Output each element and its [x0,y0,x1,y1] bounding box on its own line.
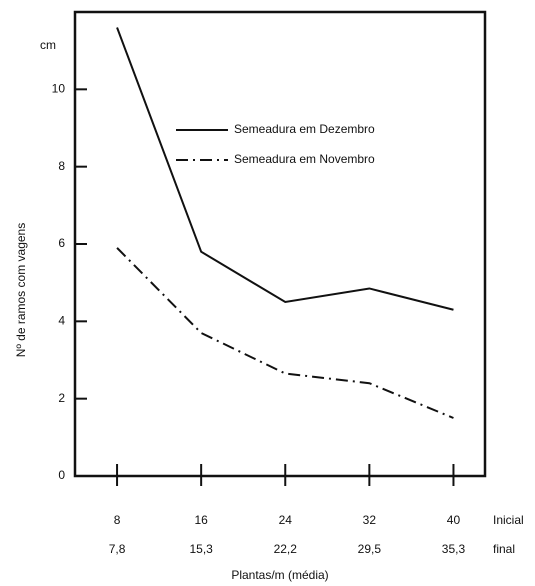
data-line [116,247,454,419]
x-final-label: 15,3 [189,542,213,556]
x-row-label: final [493,542,515,556]
x-tick-label: 32 [363,513,377,527]
y-tick-label: 2 [58,391,65,405]
x-final-label: 22,2 [274,542,298,556]
y-tick-label: 0 [58,468,65,482]
legend-label: Semeadura em Dezembro [234,122,375,136]
legend-label: Semeadura em Novembro [234,152,375,166]
y-tick-label: 10 [52,82,66,96]
y-tick-label: 8 [58,159,65,173]
x-tick-label: 24 [279,513,293,527]
data-line [116,27,454,311]
y-tick-label: 4 [58,314,65,328]
x-axis-label: Plantas/m (média) [231,568,328,582]
x-final-label: 7,8 [109,542,126,556]
x-final-label: 35,3 [442,542,466,556]
y-tick-label: 6 [58,236,65,250]
x-tick-label: 8 [114,513,121,527]
y-unit: cm [40,38,56,52]
x-tick-label: 16 [194,513,208,527]
x-tick-label: 40 [447,513,461,527]
y-axis-label: Nº de ramos com vagens [14,223,28,357]
x-row-label: Inicial [493,513,524,527]
x-final-label: 29,5 [358,542,382,556]
